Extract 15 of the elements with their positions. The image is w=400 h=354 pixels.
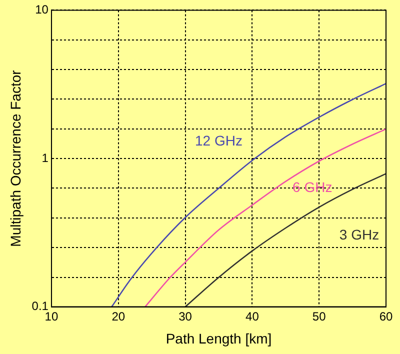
y-tick-label: 1 [42, 150, 49, 165]
line-series [144, 128, 386, 307]
x-tick-label: 30 [178, 309, 192, 324]
series-label: 6 GHz [292, 179, 332, 196]
x-tick-label: 60 [379, 309, 393, 324]
series-label: 3 GHz [339, 226, 380, 242]
series-label: 12 GHz [195, 132, 242, 148]
x-tick-label: 20 [112, 309, 126, 324]
line-series [184, 173, 386, 307]
y-tick-label: 10 [35, 2, 49, 17]
y-axis-title: Multipath Occurrence Factor [7, 70, 24, 247]
line-series [111, 82, 386, 307]
x-tick-label: 50 [312, 309, 326, 324]
x-tick-label: 40 [246, 309, 260, 324]
x-axis-title: Path Length [km] [166, 330, 272, 346]
